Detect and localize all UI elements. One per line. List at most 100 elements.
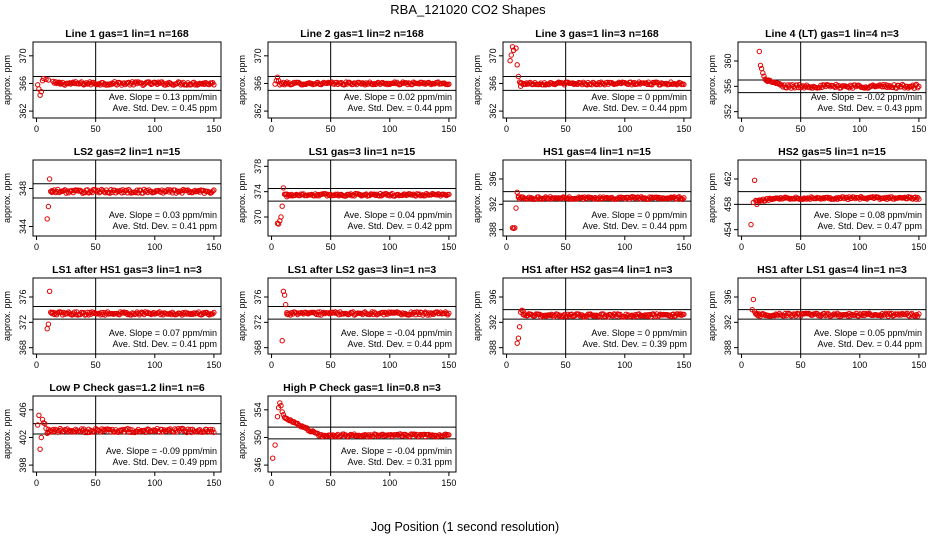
stddev-annotation: Ave. Std. Dev. = 0.44 ppm [818,339,922,349]
panel-title: High P Check gas=1 lin=0.8 n=3 [283,382,441,394]
y-tick-label: 396 [723,289,733,304]
data-point [615,80,621,87]
x-tick-label: 50 [326,360,336,370]
panel-6: LS1 gas=3 lin=1 n=15 0 50 100 150 370 374 378 ap… [237,146,457,252]
data-point [750,296,757,303]
y-tick-label: 368 [253,340,263,355]
x-tick-label: 50 [91,242,101,252]
data-point [346,432,353,438]
data-point [68,429,74,435]
stddev-annotation: Ave. Std. Dev. = 0.44 ppm [348,339,452,349]
data-point [127,426,133,433]
data-point [35,422,41,428]
data-point [581,314,588,320]
y-tick-label: 356 [723,79,733,94]
data-point [428,81,434,88]
data-point [678,312,685,318]
data-point [42,420,48,427]
data-point [279,203,285,209]
data-point [446,191,452,198]
x-tick-label: 0 [269,242,274,252]
x-tick-label: 150 [206,124,221,134]
data-point [755,198,761,204]
x-tick-label: 150 [441,242,456,252]
y-tick-label: 350 [253,430,263,445]
data-point [44,326,50,332]
data-point [548,196,555,202]
x-tick-label: 150 [441,124,456,134]
data-point [654,194,660,200]
y-tick-label: 354 [253,402,263,417]
data-point [518,195,524,201]
y-tick-label: 362 [18,104,28,119]
data-point [37,92,43,98]
y-axis-label: approx. ppm [472,291,482,341]
panel-title: LS1 after HS1 gas=3 lin=1 n=3 [52,264,202,276]
data-point [45,203,52,210]
figure-title: RBA_121020 CO2 Shapes [390,2,546,17]
data-point [758,197,765,204]
stddev-annotation: Ave. Std. Dev. = 0.39 ppm [583,339,687,349]
data-point [87,189,93,196]
stddev-annotation: Ave. Std. Dev. = 0.42 ppm [348,221,452,231]
x-tick-label: 150 [911,242,926,252]
x-tick-label: 0 [504,360,509,370]
y-tick-label: 376 [253,289,263,304]
data-point [370,81,376,88]
data-point [363,80,369,86]
data-point [446,81,452,87]
x-tick-label: 150 [911,360,926,370]
data-point [795,84,801,91]
slope-annotation: Ave. Slope = 0 ppm/min [591,210,687,220]
y-tick-label: 370 [18,48,28,63]
x-tick-label: 0 [739,360,744,370]
y-tick-label: 376 [18,289,28,304]
data-point [910,82,916,88]
stddev-annotation: Ave. Std. Dev. = 0.43 ppm [818,103,922,113]
data-point [526,194,532,201]
y-tick-label: 406 [18,402,28,417]
data-point [211,309,217,316]
chart-panels: Line 1 gas=1 lin=1 n=168 0 50 100 150 362 366 3… [2,28,927,488]
stddev-annotation: Ave. Std. Dev. = 0.49 ppm [113,457,217,467]
stddev-annotation: Ave. Std. Dev. = 0.44 ppm [348,103,452,113]
data-point [283,80,289,87]
data-point [367,433,373,440]
data-point [516,324,523,330]
data-point [751,177,758,184]
x-tick-label: 100 [382,478,397,488]
x-tick-label: 0 [504,124,509,134]
data-point [328,432,334,438]
x-tick-label: 150 [206,242,221,252]
data-point [78,426,85,432]
data-point [108,187,114,193]
y-tick-label: 362 [253,104,263,119]
panel-8: HS2 gas=5 lin=1 n=15 0 50 100 150 454 458 462 ap… [707,146,927,252]
data-point [515,335,522,341]
y-tick-label: 402 [18,430,28,445]
data-point [409,192,415,198]
data-point [555,79,562,85]
x-tick-label: 100 [852,360,867,370]
data-point [872,194,878,201]
x-tick-label: 50 [796,242,806,252]
panel-7: HS1 gas=4 lin=1 n=15 0 50 100 150 388 392 396 ap… [472,146,692,252]
data-point [521,312,527,318]
data-point [429,432,436,438]
data-point [522,81,529,88]
x-tick-label: 100 [382,360,397,370]
data-point [512,225,518,231]
slope-annotation: Ave. Slope = 0.05 ppm/min [814,328,922,338]
x-tick-label: 100 [617,242,632,252]
data-point [831,311,837,317]
data-point [278,403,284,409]
y-tick-label: 370 [253,209,263,224]
data-point [280,412,287,418]
x-tick-label: 0 [739,242,744,252]
data-point [46,176,53,182]
slope-annotation: Ave. Slope = 0.02 ppm/min [344,92,452,102]
panel-11: HS1 after HS2 gas=4 lin=1 n=3 0 50 100 150 38… [472,264,692,370]
x-tick-label: 50 [91,124,101,134]
data-point [776,196,783,202]
